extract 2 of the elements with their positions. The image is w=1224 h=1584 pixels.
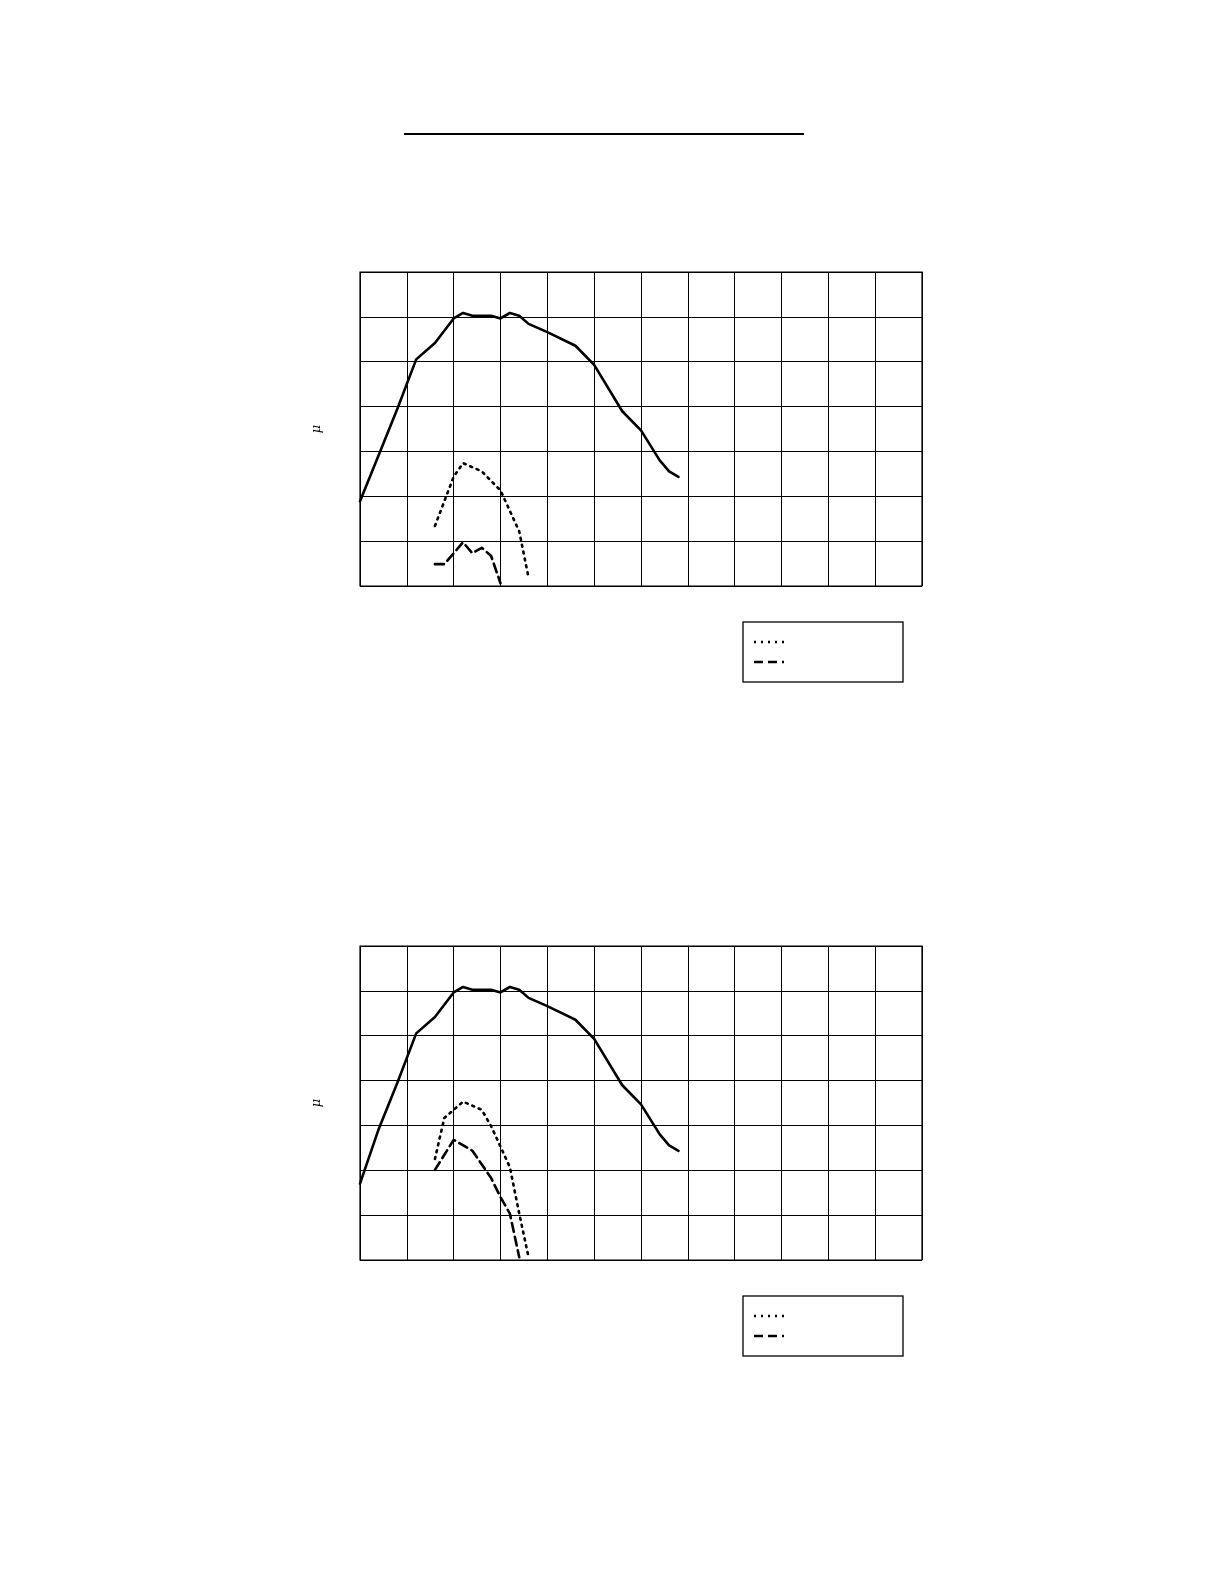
y-axis-title: μ [308, 424, 323, 434]
y-axis-title: μ [308, 1098, 323, 1108]
